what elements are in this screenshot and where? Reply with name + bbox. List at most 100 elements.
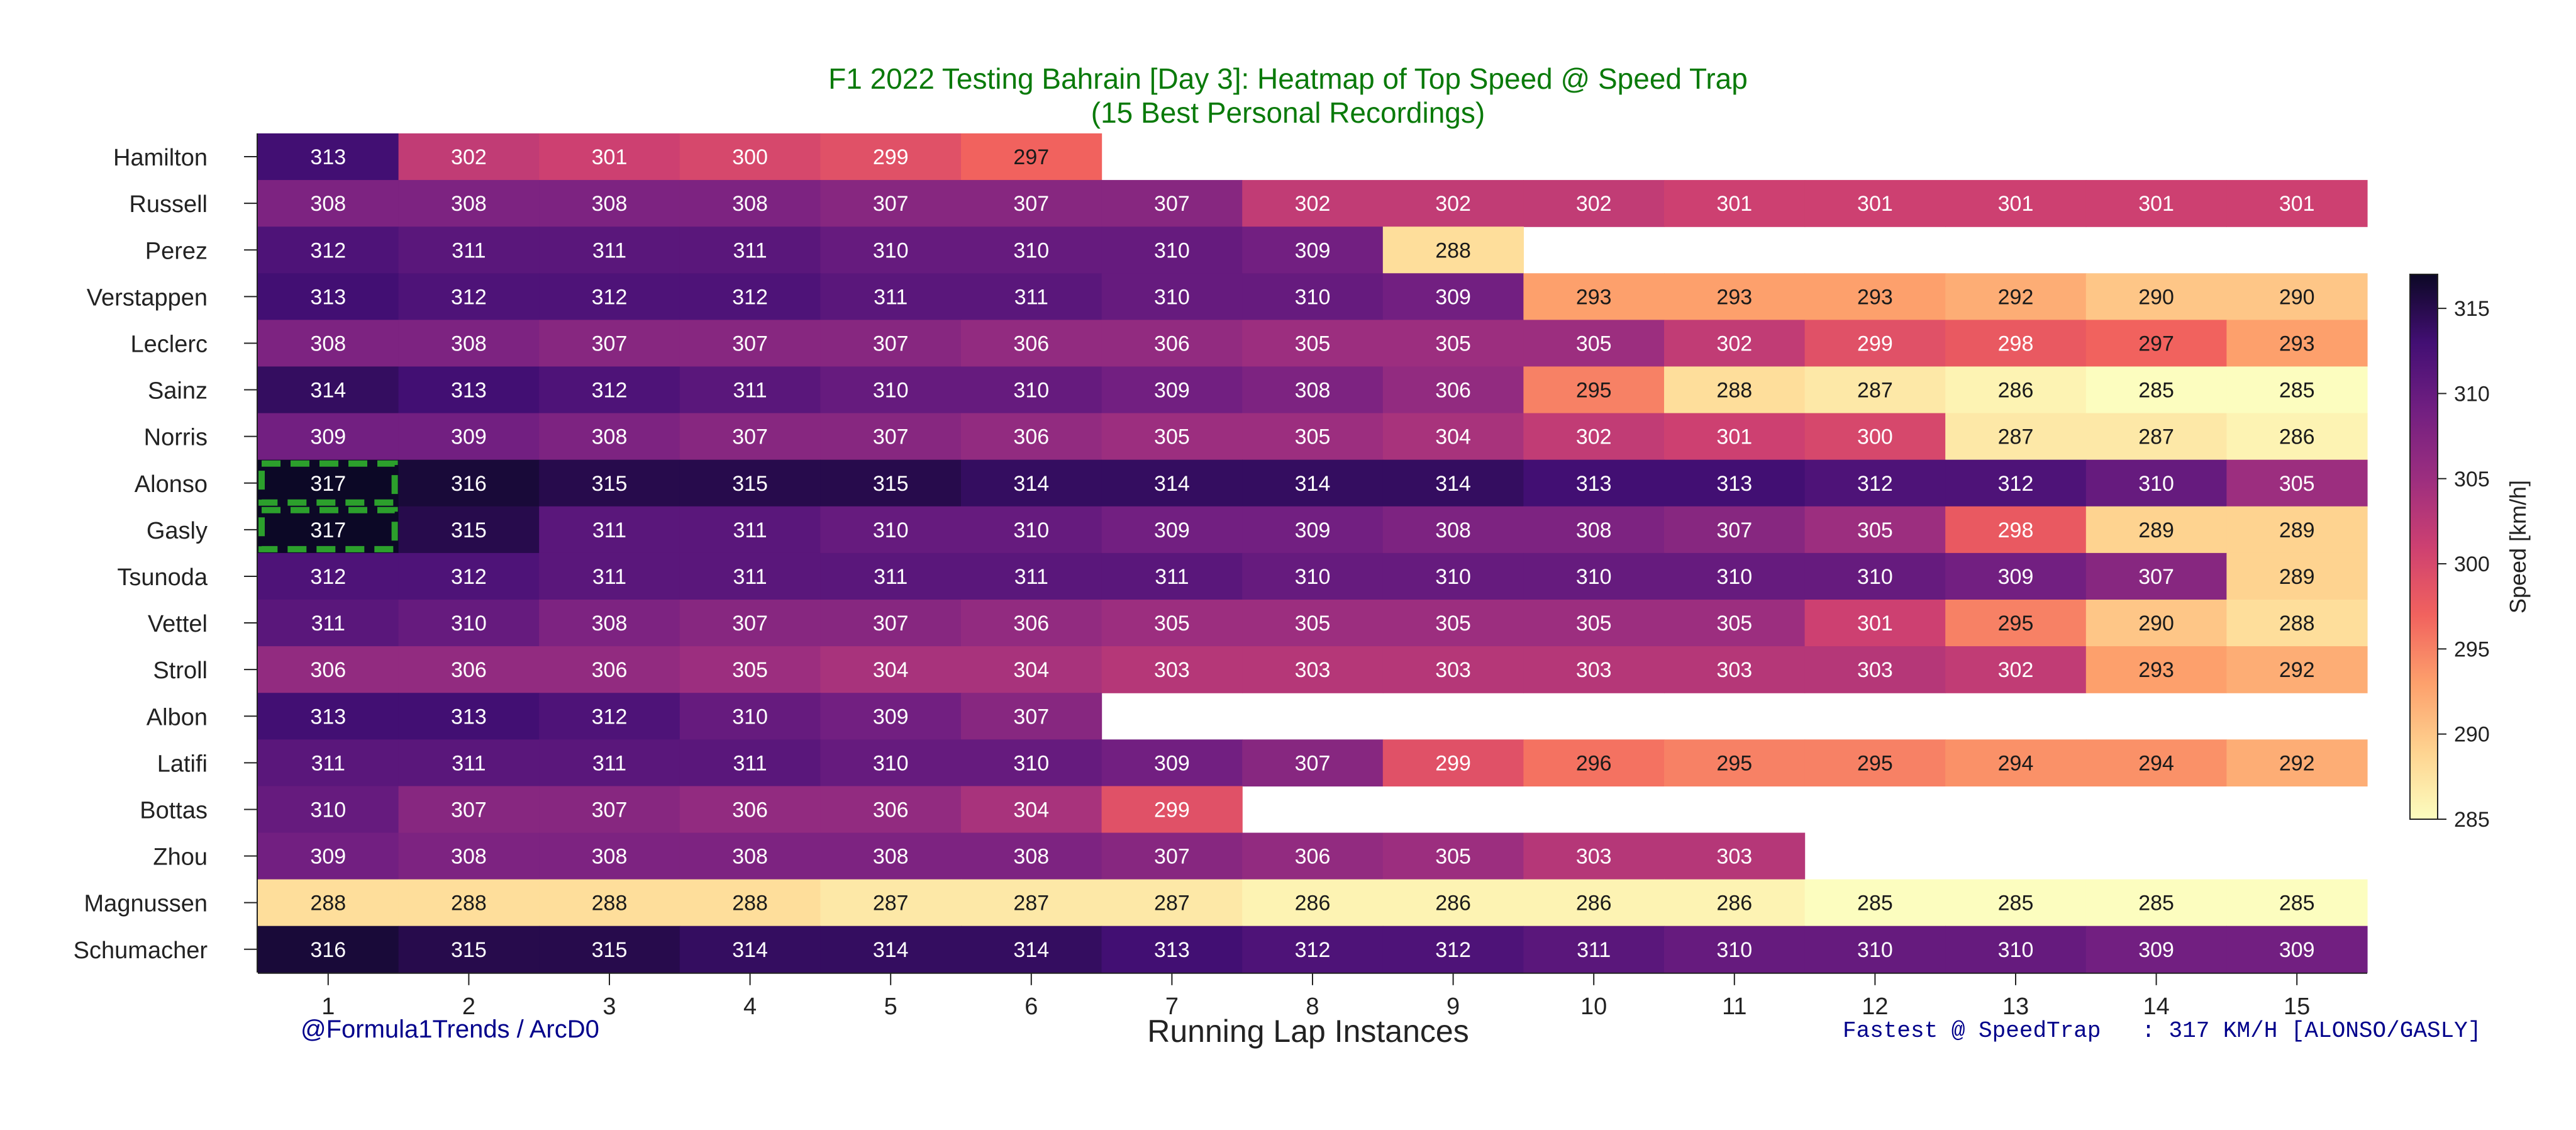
cell-value: 308	[732, 192, 768, 216]
heatmap-cell	[820, 832, 962, 880]
cell-value: 290	[2138, 285, 2174, 309]
heatmap-cell	[258, 459, 399, 507]
heatmap-cell	[679, 693, 821, 740]
cell-value: 308	[451, 332, 487, 355]
cell-value: 306	[732, 798, 768, 822]
cell-value: 304	[1013, 798, 1049, 822]
heatmap-cell	[679, 600, 821, 647]
heatmap-cell	[398, 273, 540, 320]
x-tick-label: 4	[743, 993, 757, 1020]
heatmap-cell	[1664, 879, 1806, 927]
heatmap-cell	[2085, 320, 2227, 367]
cell-value: 297	[1013, 145, 1049, 169]
cell-value: 316	[310, 938, 346, 962]
cell-value: 310	[1013, 379, 1049, 403]
heatmap-cell	[961, 366, 1102, 414]
cell-value: 295	[1716, 751, 1752, 775]
heatmap-cell	[2226, 273, 2368, 320]
heatmap-cell	[961, 646, 1102, 693]
cell-value: 304	[1013, 658, 1049, 682]
heatmap-cell	[1101, 459, 1243, 507]
cell-value: 299	[1435, 751, 1471, 775]
cell-value: 305	[1295, 425, 1331, 449]
cell-value: 310	[1013, 518, 1049, 542]
row-label: Gasly	[147, 518, 208, 544]
cell-value: 311	[1155, 565, 1189, 589]
heatmap-cell	[1382, 273, 1524, 320]
row-label: Albon	[147, 704, 208, 730]
cell-value: 302	[1716, 332, 1752, 355]
cell-value: 312	[1857, 472, 1893, 496]
cell-value: 298	[1998, 332, 2034, 355]
cell-value: 308	[1295, 379, 1331, 403]
heatmap-cell	[398, 133, 540, 181]
cell-value: 290	[2138, 612, 2174, 635]
cell-value: 305	[2279, 472, 2315, 496]
row-label: Norris	[144, 425, 208, 451]
heatmap-cell	[539, 459, 680, 507]
cell-value: 301	[1857, 192, 1893, 216]
heatmap-cell	[2085, 739, 2227, 786]
heatmap-cell	[1945, 506, 2087, 554]
cell-value: 305	[1154, 425, 1190, 449]
heatmap-cell	[1664, 366, 1806, 414]
cell-value: 310	[1998, 938, 2034, 962]
cell-value: 310	[1295, 285, 1331, 309]
cell-value: 285	[1857, 892, 1893, 915]
cell-value: 307	[873, 425, 909, 449]
cell-value: 310	[2138, 472, 2174, 496]
heatmap-cell	[1382, 879, 1524, 927]
cell-value: 298	[1998, 518, 2034, 542]
chart-subtitle: (15 Best Personal Recordings)	[1091, 96, 1485, 129]
cell-value: 314	[732, 938, 768, 962]
heatmap-cell	[398, 646, 540, 693]
heatmap-cell	[2085, 273, 2227, 320]
x-tick-label: 7	[1165, 993, 1179, 1020]
heatmap-cell	[2226, 180, 2368, 227]
heatmap-cell	[679, 739, 821, 786]
cell-value: 288	[310, 892, 346, 915]
cell-value: 309	[1154, 379, 1190, 403]
cell-value: 304	[1435, 425, 1471, 449]
heatmap-cell	[1382, 366, 1524, 414]
fastest-note: Fastest @ SpeedTrap : 317 KM/H [ALONSO/G…	[1843, 1018, 2482, 1044]
heatmap-cell	[1945, 273, 2087, 320]
cell-value: 289	[2279, 518, 2315, 542]
cell-value: 315	[873, 472, 909, 496]
cell-value: 288	[451, 892, 487, 915]
heatmap-cell	[1664, 739, 1806, 786]
x-tick-label: 8	[1306, 993, 1319, 1020]
heatmap-cell	[1523, 506, 1665, 554]
cell-value: 293	[1857, 285, 1893, 309]
heatmap-cell	[258, 693, 399, 740]
cell-value: 292	[2279, 658, 2315, 682]
cell-value: 304	[873, 658, 909, 682]
row-label: Magnussen	[84, 891, 208, 917]
x-tick-label: 6	[1024, 993, 1038, 1020]
heatmap-cell	[679, 552, 821, 600]
heatmap-cell	[679, 506, 821, 554]
cell-value: 301	[1998, 192, 2034, 216]
heatmap-cell	[1101, 552, 1243, 600]
heatmap-cell	[1101, 879, 1243, 927]
cell-value: 287	[1154, 892, 1190, 915]
cell-value: 310	[310, 798, 346, 822]
cell-value: 285	[2138, 379, 2174, 403]
heatmap-cell	[2226, 646, 2368, 693]
x-tick-label: 15	[2284, 993, 2310, 1020]
heatmap-cell	[1101, 926, 1243, 973]
cell-value: 306	[1154, 332, 1190, 355]
heatmap-cell	[398, 413, 540, 461]
cell-value: 286	[1435, 892, 1471, 915]
cell-value: 285	[2138, 892, 2174, 915]
row-label: Hamilton	[113, 145, 208, 171]
x-tick-label: 5	[884, 993, 897, 1020]
cell-value: 312	[1998, 472, 2034, 496]
heatmap-cell	[1945, 320, 2087, 367]
heatmap-cell	[1945, 552, 2087, 600]
cell-value: 313	[310, 705, 346, 729]
heatmap-cell	[2085, 506, 2227, 554]
heatmap-cell	[539, 693, 680, 740]
cell-value: 301	[1857, 612, 1893, 635]
cell-value: 299	[1857, 332, 1893, 355]
